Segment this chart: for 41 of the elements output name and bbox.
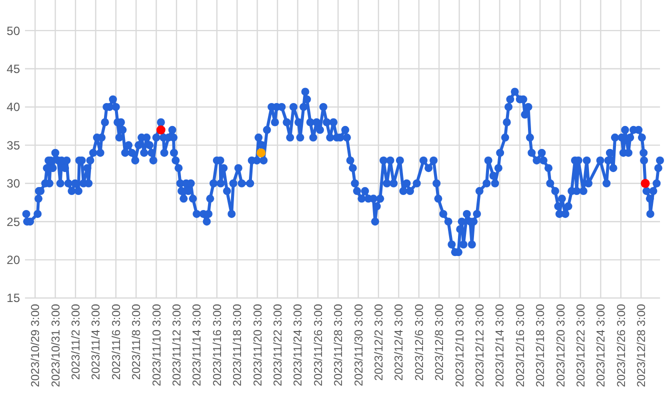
y-tick-label: 30 <box>6 176 20 191</box>
x-tick-label: 2023/11/14 3:00 <box>192 304 204 386</box>
x-tick-label: 2023/12/24 3:00 <box>596 304 608 388</box>
x-tick-label: 2023/11/18 3:00 <box>232 304 244 386</box>
x-tick-label: 2023/10/31 3:00 <box>50 304 62 388</box>
point <box>256 148 266 158</box>
x-tick-label: 2023/11/22 3:00 <box>272 304 285 386</box>
x-tick-label: 2023/12/2 3:00 <box>374 304 386 381</box>
y-tick-label: 40 <box>6 100 20 114</box>
x-tick-label: 2023/12/4 3:00 <box>394 304 406 381</box>
x-tick-label: 2023/11/8 3:00 <box>131 304 144 380</box>
point <box>156 125 166 134</box>
x-tick-label: 2023/12/20 3:00 <box>555 304 568 388</box>
y-tick-label: 35 <box>6 138 20 152</box>
x-tick-label: 2023/12/10 3:00 <box>454 304 466 388</box>
x-tick-label: 2023/12/26 3:00 <box>616 304 628 388</box>
x-tick-label: 2023/12/12 3:00 <box>474 304 486 388</box>
x-tick-label: 2023/11/16 3:00 <box>212 304 224 386</box>
x-tick-label: 2023/12/8 3:00 <box>434 304 446 381</box>
y-tick-label: 20 <box>6 252 20 267</box>
x-tick-label: 2023/12/22 3:00 <box>575 304 588 388</box>
x-tick-label: 2023/11/12 3:00 <box>172 304 184 386</box>
y-tick-label: 50 <box>6 24 20 38</box>
y-tick-label: 25 <box>6 214 20 229</box>
x-tick-label: 2023/12/18 3:00 <box>535 304 548 388</box>
y-tick-label: 45 <box>6 62 20 76</box>
x-tick-label: 2023/11/30 3:00 <box>353 304 366 386</box>
x-tick-label: 2023/11/4 3:00 <box>90 304 103 380</box>
x-tick-label: 2023/11/24 3:00 <box>292 304 305 386</box>
x-tick-label: 2023/11/26 3:00 <box>312 304 325 386</box>
x-tick-label: 2023/11/10 3:00 <box>151 304 164 386</box>
x-tick-label: 2023/11/2 3:00 <box>70 304 83 380</box>
x-tick-label: 2023/11/6 3:00 <box>110 304 123 380</box>
x-tick-label: 2023/12/16 3:00 <box>514 304 527 388</box>
x-tick-label: 2023/12/14 3:00 <box>494 304 507 388</box>
x-tick-label: 2023/11/20 3:00 <box>252 304 264 386</box>
x-tick-label: 2023/12/6 3:00 <box>414 304 426 381</box>
x-tick-label: 2023/12/28 3:00 <box>636 304 648 388</box>
y-tick-label: 15 <box>6 291 20 306</box>
x-tick-label: 2023/11/28 3:00 <box>333 304 346 386</box>
x-tick-label: 2023/10/29 3:00 <box>30 304 42 388</box>
